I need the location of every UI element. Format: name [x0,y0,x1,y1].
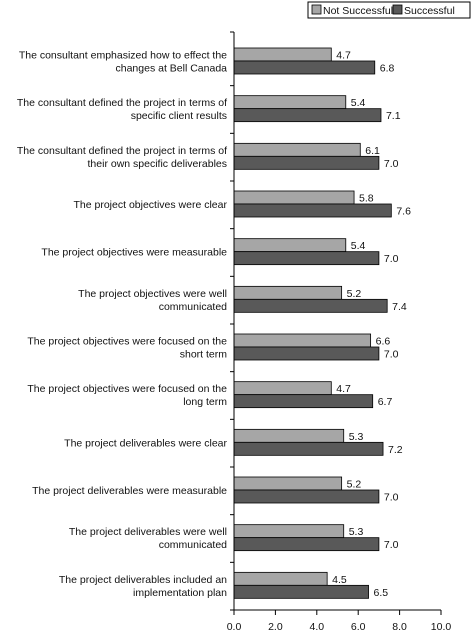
value-label-not-successful-3: 6.1 [365,145,380,157]
bar-not-successful-11 [233,524,345,539]
bar-not-successful-4 [233,190,355,205]
bar-not-successful-1 [233,47,332,62]
bar-not-successful-3 [233,142,361,157]
x-tick-label: 10.0 [431,621,452,633]
bars-group: 4.76.85.47.16.17.05.87.65.47.05.27.46.67… [233,47,411,599]
legend-label-not-successful: Not Successful [323,5,393,17]
x-tick-label: 6.0 [351,621,366,633]
value-label-not-successful-7: 6.6 [376,336,391,348]
bar-successful-4 [233,203,392,218]
category-label-8-line-2: long term [183,396,227,408]
category-label-2-line-1: The consultant defined the project in te… [17,97,227,109]
bar-successful-11 [233,537,380,552]
category-label-12-line-2: implementation plan [133,587,227,599]
bar-successful-10 [233,489,380,504]
bar-successful-3 [233,155,380,170]
legend-swatch-successful [392,4,403,15]
bar-not-successful-2 [233,95,347,110]
value-label-not-successful-10: 5.2 [347,479,362,491]
category-label-6-line-2: communicated [159,301,227,313]
bar-not-successful-8 [233,381,332,396]
bar-successful-5 [233,251,380,266]
value-label-successful-3: 7.0 [384,158,399,170]
category-label-3-line-2: their own specific deliverables [88,158,227,170]
category-label-1-line-1: The consultant emphasized how to effect … [19,50,227,62]
value-label-successful-6: 7.4 [392,301,407,313]
value-label-not-successful-8: 4.7 [336,383,351,395]
bar-successful-2 [233,108,382,123]
value-label-not-successful-2: 5.4 [351,97,366,109]
bar-not-successful-5 [233,238,347,253]
category-label-1-line-2: changes at Bell Canada [116,63,228,75]
value-label-successful-8: 6.7 [378,396,393,408]
legend-box [307,1,471,19]
value-label-not-successful-6: 5.2 [347,288,362,300]
bar-successful-1 [233,60,376,75]
value-label-not-successful-1: 4.7 [336,50,351,62]
bar-successful-8 [233,394,374,409]
legend-label-successful: Successful [404,5,455,17]
value-label-successful-7: 7.0 [384,349,399,361]
category-label-7-line-1: The project objectives were focused on t… [27,336,227,348]
value-label-successful-4: 7.6 [396,206,411,218]
bar-not-successful-6 [233,285,343,300]
x-axis: 0.0 2.0 4.0 6.0 8.0 10.0 [227,31,452,633]
bar-not-successful-7 [233,333,372,348]
category-label-4-line-1: The project objectives were clear [74,199,228,211]
bar-successful-9 [233,441,384,456]
bar-not-successful-12 [233,571,328,586]
category-label-6-line-1: The project objectives were well [78,288,227,300]
bar-not-successful-10 [233,476,343,491]
value-label-not-successful-5: 5.4 [351,240,366,252]
category-label-2-line-2: specific client results [131,110,227,122]
value-label-successful-1: 6.8 [380,63,395,75]
category-label-12-line-1: The project deliverables included an [59,574,227,586]
bar-successful-6 [233,298,388,313]
category-label-11-line-1: The project deliverables were well [69,526,227,538]
category-label-9-line-1: The project deliverables were clear [64,437,227,449]
x-tick-label: 8.0 [392,621,407,633]
value-label-successful-2: 7.1 [386,110,401,122]
x-tick-label: 4.0 [309,621,324,633]
x-tick-label: 0.0 [227,621,242,633]
category-labels-group: The consultant emphasized how to effect … [17,50,228,599]
category-label-5-line-1: The project objectives were measurable [41,247,227,259]
legend-swatch-not-successful [311,4,322,15]
category-label-10-line-1: The project deliverables were measurable [32,485,227,497]
value-label-not-successful-11: 5.3 [349,526,364,538]
legend: Not Successful Successful [307,1,471,19]
value-label-not-successful-12: 4.5 [332,574,347,586]
value-label-not-successful-4: 5.8 [359,193,374,205]
value-label-successful-11: 7.0 [384,539,399,551]
value-label-successful-5: 7.0 [384,253,399,265]
value-label-successful-10: 7.0 [384,492,399,504]
bar-successful-7 [233,346,380,361]
category-label-11-line-2: communicated [159,539,227,551]
value-label-successful-12: 6.5 [374,587,389,599]
category-label-7-line-2: short term [180,349,228,361]
category-label-8-line-1: The project objectives were focused on t… [27,383,227,395]
category-label-3-line-1: The consultant defined the project in te… [17,145,227,157]
x-tick-label: 2.0 [268,621,283,633]
bar-not-successful-9 [233,428,345,443]
value-label-not-successful-9: 5.3 [349,431,364,443]
bar-successful-12 [233,584,369,599]
value-label-successful-9: 7.2 [388,444,403,456]
